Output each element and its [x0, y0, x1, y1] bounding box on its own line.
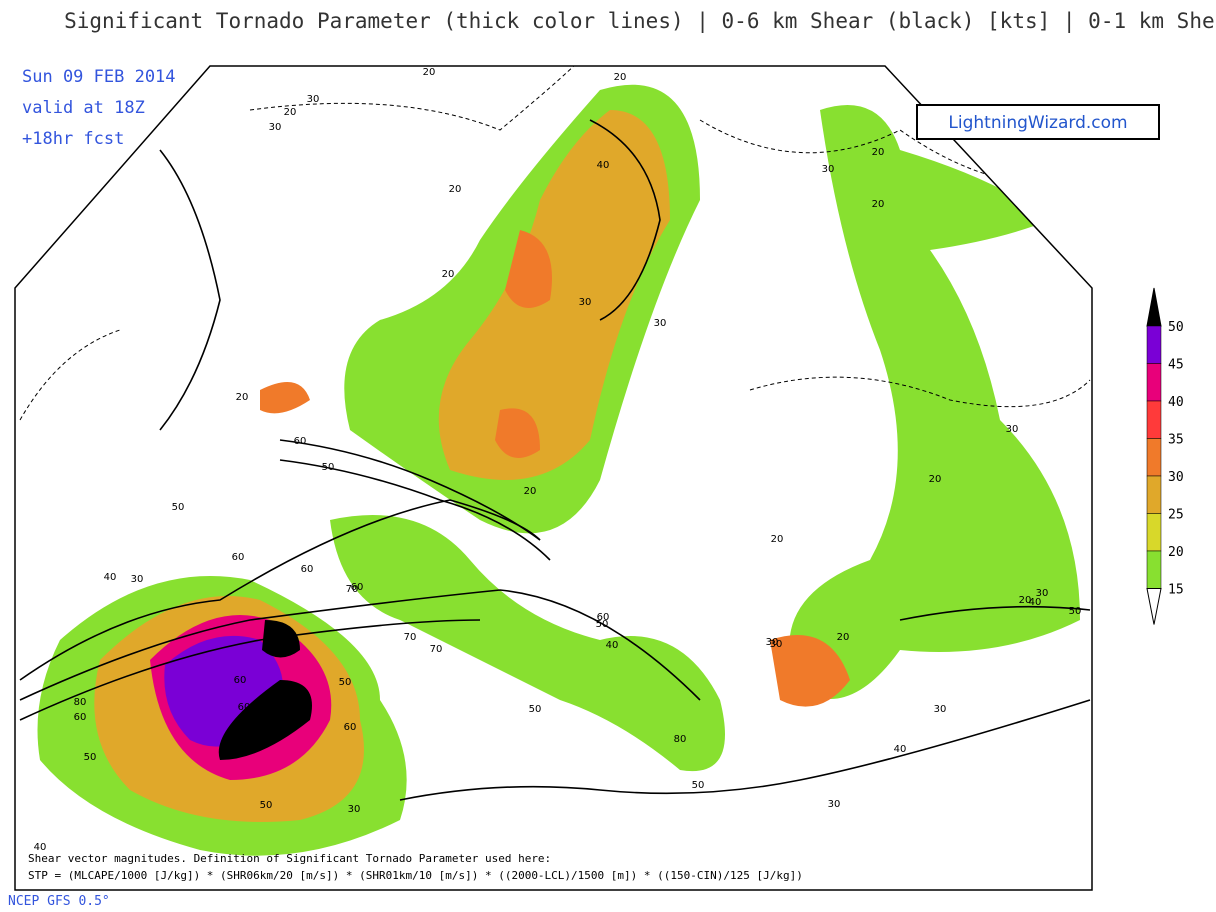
contour-label: 30: [770, 639, 783, 650]
map-fields: [19, 66, 1091, 856]
source: NCEP GFS 0.5°: [8, 894, 110, 909]
info-line: Sun 09 FEB 2014: [22, 67, 176, 87]
contour-label: 40: [894, 744, 907, 755]
contour-label: 60: [597, 612, 610, 623]
contour-label: 40: [34, 842, 47, 853]
contour-label: 50: [1069, 606, 1082, 617]
title: Significant Tornado Parameter (thick col…: [64, 9, 1216, 34]
colorbar-segment: [1146, 438, 1162, 477]
contour-label: 60: [344, 722, 357, 733]
colorbar-label: 50: [1168, 320, 1184, 335]
contour-label: 30: [307, 94, 320, 105]
contour-label: 20: [442, 269, 455, 280]
contour-label: 50: [339, 677, 352, 688]
contour-label: 50: [692, 780, 705, 791]
contour-label: 70: [346, 584, 359, 595]
logo: LightningWizard.com: [948, 113, 1127, 133]
contour-label: 20: [929, 474, 942, 485]
contour-label: 30: [131, 574, 144, 585]
contour-label: 60: [74, 712, 87, 723]
shear01-contours: [19, 66, 1091, 421]
contour-label: 50: [260, 800, 273, 811]
field-area: [330, 515, 725, 772]
colorbar-cap: [1146, 588, 1162, 625]
contour-label: 30: [1036, 588, 1049, 599]
contour-label: 40: [606, 640, 619, 651]
colorbar-segment: [1146, 400, 1162, 439]
contour-label: 60: [232, 552, 245, 563]
contour-label: 30: [822, 164, 835, 175]
colorbar-label: 20: [1168, 545, 1184, 560]
contour-label: 20: [1019, 595, 1032, 606]
contour-label: 20: [524, 486, 537, 497]
shear-contours: [19, 119, 1091, 801]
info-block: Sun 09 FEB 2014 valid at 18Z +18hr fcst: [22, 67, 176, 149]
contour-label: 30: [828, 799, 841, 810]
contour-label: 60: [234, 675, 247, 686]
contour-label: 20: [837, 632, 850, 643]
contour-label: 60: [238, 702, 251, 713]
colorbar-cap: [1146, 287, 1162, 327]
contour-label: 30: [579, 297, 592, 308]
colorbar: 50 45 40 35 30 25 20 15: [1146, 287, 1184, 625]
contour-label: 30: [269, 122, 282, 133]
footnote-line: STP = (MLCAPE/1000 [J/kg]) * (SHR06km/20…: [28, 869, 803, 882]
footnote: Shear vector magnitudes. Definition of S…: [28, 852, 803, 882]
contour-label: 40: [597, 160, 610, 171]
colorbar-label: 30: [1168, 470, 1184, 485]
contour-label: 50: [322, 462, 335, 473]
contour-label: 30: [934, 704, 947, 715]
colorbar-segment: [1146, 475, 1162, 514]
info-line: valid at 18Z: [22, 98, 145, 118]
contour-labels: 2030202030402030202030302020203020605050…: [34, 67, 1082, 853]
contour-label: 70: [430, 644, 443, 655]
contour-label: 80: [674, 734, 687, 745]
colorbar-segment: [1146, 363, 1162, 402]
footnote-line: Shear vector magnitudes. Definition of S…: [28, 852, 551, 865]
contour-label: 40: [1029, 597, 1042, 608]
colorbar-label: 45: [1168, 358, 1184, 373]
contour-label: 30: [348, 804, 361, 815]
contour-label: 20: [614, 72, 627, 83]
contour-label: 20: [423, 67, 436, 78]
colorbar-label: 15: [1168, 583, 1184, 598]
contour-label: 50: [596, 619, 609, 630]
contour-label: 60: [301, 564, 314, 575]
contour-label: 20: [872, 199, 885, 210]
contour-label: 60: [351, 582, 364, 593]
contour-label: 20: [872, 147, 885, 158]
contour-label: 20: [284, 107, 297, 118]
colorbar-segment: [1146, 550, 1162, 589]
contour-label: 20: [771, 534, 784, 545]
contour-label: 70: [404, 632, 417, 643]
contour-label: 60: [294, 436, 307, 447]
map-border: [14, 65, 1093, 891]
contour-label: 20: [449, 184, 462, 195]
contour-label: 40: [104, 572, 117, 583]
contour-label: 20: [236, 392, 249, 403]
logo-box: [916, 104, 1160, 140]
contour-label: 30: [1006, 424, 1019, 435]
contour-label: 50: [529, 704, 542, 715]
field-area: [495, 230, 552, 458]
contour-label: 30: [766, 637, 779, 648]
contour-label: 50: [172, 502, 185, 513]
field-area: [438, 110, 670, 480]
colorbar-segment: [1146, 513, 1162, 552]
contour-label: 30: [654, 318, 667, 329]
contour-label: 50: [84, 752, 97, 763]
colorbar-label: 40: [1168, 395, 1184, 410]
colorbar-segment: [1146, 325, 1162, 364]
info-line: +18hr fcst: [22, 129, 124, 149]
contour-label: 80: [74, 697, 87, 708]
colorbar-label: 35: [1168, 433, 1184, 448]
field-area: [218, 620, 312, 760]
field-area: [260, 382, 850, 707]
field-area: [789, 105, 1080, 699]
colorbar-label: 25: [1168, 508, 1184, 523]
